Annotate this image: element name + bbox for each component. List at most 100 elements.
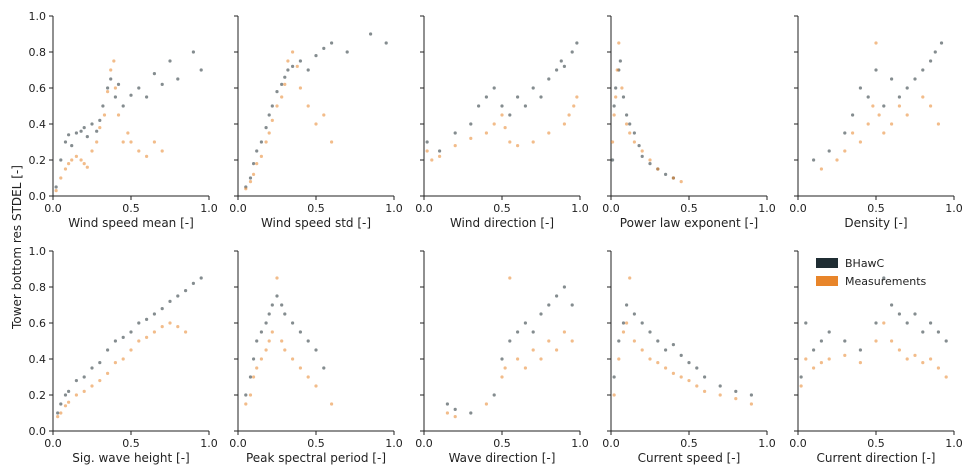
data-point <box>492 86 496 90</box>
data-point <box>718 384 722 388</box>
data-point <box>129 348 133 352</box>
data-point <box>874 339 878 343</box>
data-point <box>113 86 117 90</box>
data-point <box>671 371 676 375</box>
data-point <box>152 72 156 76</box>
data-point <box>63 393 68 397</box>
x-tick-label: 1.0 <box>200 437 218 450</box>
y-tick-label: 0.6 <box>29 82 47 95</box>
data-point <box>531 348 535 352</box>
data-point <box>191 281 195 285</box>
series-measurements <box>445 276 574 419</box>
data-point <box>570 303 574 307</box>
data-point <box>516 144 520 148</box>
data-point <box>503 126 507 130</box>
data-point <box>82 162 86 166</box>
x-tick-label: 0.0 <box>602 437 620 450</box>
data-point <box>610 140 615 144</box>
data-point <box>640 154 644 158</box>
data-point <box>63 404 68 408</box>
data-point <box>628 276 632 280</box>
data-point <box>897 95 902 99</box>
data-point <box>921 361 925 365</box>
data-point <box>264 348 268 352</box>
data-point <box>291 321 295 325</box>
data-point <box>67 133 71 137</box>
data-point <box>152 330 156 334</box>
data-point <box>160 307 164 311</box>
data-point <box>539 312 543 316</box>
data-point <box>322 46 326 51</box>
data-point <box>168 321 172 325</box>
data-point <box>469 136 473 140</box>
subplot-6: 0.0 0.2 0.4 0.6 0.8 1.0 0.0 0.5 1.0 Sig. wave hei… <box>29 245 218 465</box>
x-tick-label: 0.5 <box>680 202 698 215</box>
x-tick-label: 0.5 <box>307 202 325 215</box>
data-point <box>575 41 579 45</box>
data-point <box>843 339 847 343</box>
data-point <box>679 180 683 184</box>
data-point <box>248 176 253 180</box>
subplot-8: 0.0 0.5 1.0 Wave direction [-] <box>415 250 589 465</box>
series-measurements <box>244 276 334 406</box>
data-point <box>484 95 488 99</box>
data-point <box>572 104 576 108</box>
data-point <box>648 162 652 166</box>
data-point <box>255 366 259 370</box>
data-point <box>610 158 615 162</box>
data-point <box>445 411 449 415</box>
data-point <box>275 276 279 280</box>
data-point <box>90 366 94 370</box>
data-point <box>858 86 863 90</box>
data-point <box>531 330 535 334</box>
data-point <box>74 379 78 383</box>
data-point <box>531 86 535 90</box>
data-point <box>944 339 948 343</box>
data-point <box>54 185 58 189</box>
data-point <box>866 95 870 99</box>
x-tick-label: 1.0 <box>571 437 589 450</box>
data-point <box>112 59 116 63</box>
data-point <box>913 353 917 357</box>
legend: BHawC Measurements <box>816 257 927 288</box>
data-point <box>252 162 256 166</box>
data-point <box>523 104 528 108</box>
data-point <box>632 140 637 144</box>
data-point <box>640 348 644 352</box>
data-point <box>555 294 559 298</box>
data-point <box>291 64 295 68</box>
data-point <box>882 321 886 325</box>
data-point <box>882 276 886 280</box>
data-point <box>570 50 574 54</box>
data-point <box>82 389 86 393</box>
data-point <box>628 131 632 135</box>
data-point <box>121 104 125 108</box>
x-axis-label: Peak spectral period [-] <box>246 451 386 465</box>
data-point <box>664 172 668 176</box>
data-point <box>516 95 520 99</box>
data-point <box>929 104 933 108</box>
data-point <box>109 77 113 81</box>
data-point <box>562 285 567 289</box>
data-point <box>63 140 68 144</box>
data-point <box>547 303 551 307</box>
data-point <box>67 400 71 404</box>
data-point <box>248 393 253 397</box>
data-point <box>819 361 824 365</box>
data-point <box>244 402 248 406</box>
x-tick-label: 0.0 <box>44 202 62 215</box>
data-point <box>286 59 290 63</box>
data-point <box>921 330 925 334</box>
data-point <box>484 402 488 406</box>
data-point <box>703 375 707 379</box>
x-axis-label: Wave direction [-] <box>449 451 556 465</box>
data-point <box>664 366 668 370</box>
data-point <box>492 393 496 397</box>
data-point <box>291 357 295 361</box>
x-axis-label: Wind speed std [-] <box>261 216 371 230</box>
data-point <box>614 86 618 90</box>
data-point <box>812 158 816 162</box>
data-point <box>137 321 141 325</box>
data-point <box>614 95 618 99</box>
data-point <box>453 415 457 419</box>
